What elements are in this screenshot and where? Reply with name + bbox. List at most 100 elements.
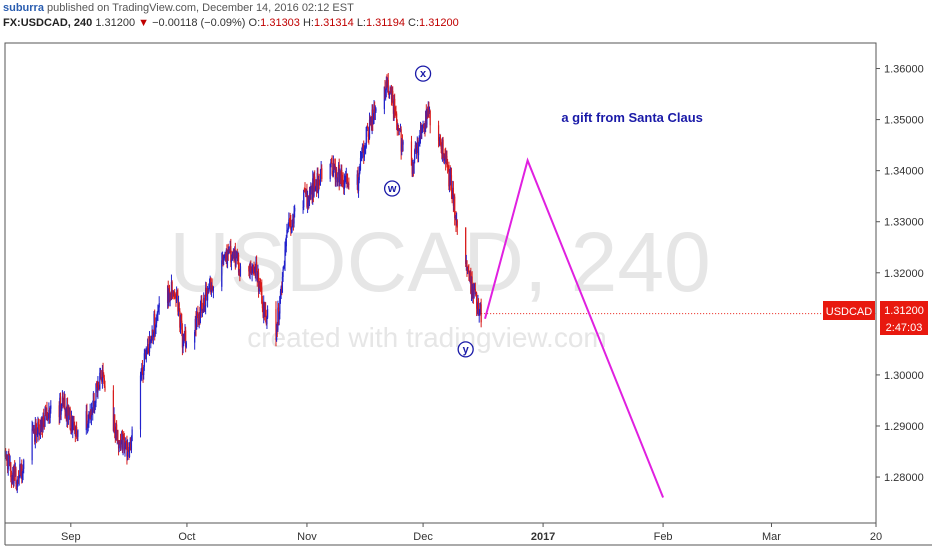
time-tick-label: Sep (61, 531, 81, 543)
candle (312, 170, 314, 205)
symbol-ohlc-bar: FX:USDCAD, 240 1.31200 ▼ −0.00118 (−0.09… (3, 17, 459, 29)
candle (140, 368, 142, 380)
candle (417, 137, 419, 163)
candle (47, 413, 49, 424)
candle (423, 123, 425, 135)
candle (183, 333, 185, 347)
candle (67, 404, 69, 426)
candle (229, 240, 231, 254)
candle (478, 308, 480, 323)
candle (48, 402, 50, 419)
candle (19, 464, 22, 476)
candle (119, 433, 122, 451)
candle (194, 315, 196, 336)
candle (341, 164, 343, 187)
candle (453, 194, 455, 211)
candle (347, 182, 349, 189)
candle (313, 172, 315, 198)
candle (151, 325, 153, 341)
candle (73, 415, 75, 431)
candle (310, 182, 312, 200)
candle (16, 481, 18, 491)
candle (361, 147, 363, 162)
candle (50, 400, 52, 414)
candle (230, 238, 232, 268)
candle (399, 128, 401, 132)
candle (196, 307, 198, 330)
candle (75, 425, 77, 437)
candle (139, 371, 142, 438)
time-tick-label: Mar (762, 531, 781, 543)
candle (59, 393, 61, 424)
candle (303, 189, 305, 211)
candle (418, 135, 420, 146)
candle (415, 142, 417, 155)
candle (383, 86, 385, 115)
candle (181, 323, 184, 356)
candle (199, 306, 201, 326)
candle (265, 302, 267, 323)
candle (62, 392, 64, 409)
candle (96, 381, 98, 388)
candle (310, 185, 313, 190)
candle (396, 111, 398, 130)
candle (451, 190, 453, 204)
candle (131, 426, 133, 442)
candle (343, 179, 345, 195)
candle (38, 419, 40, 441)
candle (230, 254, 233, 271)
candle (212, 286, 214, 299)
candle (334, 163, 336, 173)
candle (368, 133, 370, 145)
candle (12, 466, 14, 485)
candle (123, 433, 125, 454)
candle (336, 177, 338, 187)
candle (281, 272, 284, 294)
candle (286, 223, 288, 239)
candle (122, 433, 124, 456)
candle (477, 294, 479, 316)
candle (65, 408, 67, 417)
candle (447, 165, 449, 172)
candle (290, 214, 292, 236)
time-tick-label: Dec (413, 531, 433, 543)
candle (372, 104, 374, 131)
candle (206, 285, 209, 308)
candle (200, 295, 202, 311)
projection-line (484, 157, 665, 498)
candle (259, 278, 262, 292)
candle (337, 162, 340, 175)
candle (18, 474, 20, 486)
candle (452, 180, 454, 200)
candle (333, 158, 335, 170)
candle (157, 305, 160, 313)
time-axis[interactable]: Sep Oct Nov Dec 2017 Feb Mar 20 (61, 523, 882, 543)
candle (450, 167, 453, 199)
candle (43, 408, 45, 428)
candle (195, 311, 197, 337)
candle (427, 101, 429, 118)
candle (117, 439, 120, 456)
price-axis[interactable]: 1.36000 1.35000 1.34000 1.33000 1.32000 1.300… (876, 64, 924, 485)
candle (175, 295, 177, 307)
candle (43, 417, 45, 430)
wave-circle (457, 341, 474, 358)
candle (443, 153, 445, 165)
candle (337, 172, 339, 187)
candle (228, 246, 230, 255)
symbol-label[interactable]: FX:USDCAD, 240 (3, 17, 93, 29)
candle (76, 421, 78, 439)
author-name[interactable]: suburra (3, 2, 44, 14)
candle (446, 158, 449, 174)
candle (386, 74, 388, 88)
candle (41, 416, 43, 433)
candle (281, 281, 283, 296)
plot-frame (4, 42, 877, 524)
candle (248, 263, 251, 279)
candle (452, 181, 455, 213)
candle (468, 264, 470, 281)
time-tick-label: Feb (654, 531, 673, 543)
candle (468, 271, 471, 282)
candle (455, 211, 457, 233)
